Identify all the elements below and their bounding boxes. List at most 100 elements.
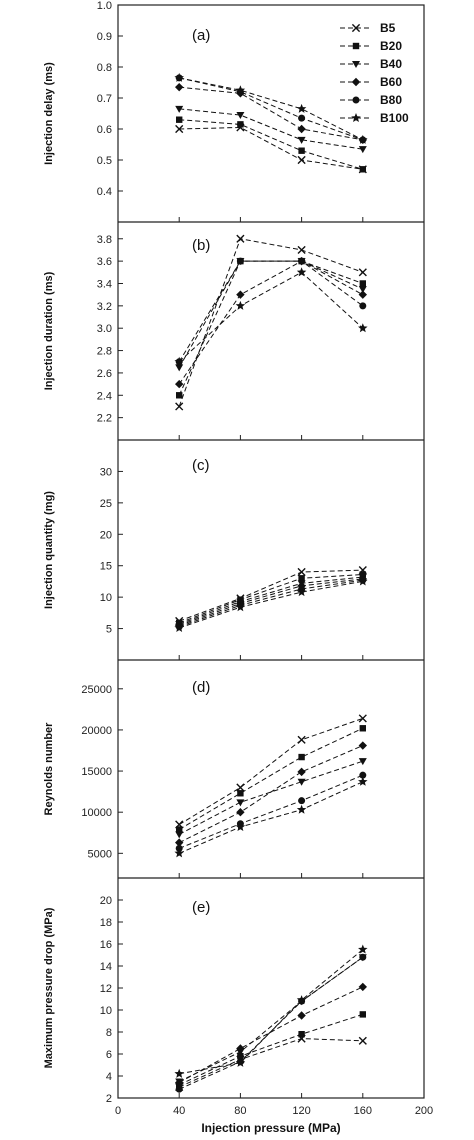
series-b5 <box>175 123 367 174</box>
data-point <box>358 758 367 766</box>
series-line <box>178 760 363 835</box>
y-tick-label: 12 <box>100 983 112 995</box>
series-line <box>178 986 364 1084</box>
series-line <box>179 86 363 141</box>
legend-marker <box>352 61 360 68</box>
data-point <box>359 1011 366 1018</box>
legend-marker <box>352 42 360 50</box>
data-point <box>236 257 244 265</box>
legend-label: B100 <box>380 111 409 125</box>
y-axis-label: Reynolds number <box>43 722 55 816</box>
legend-label: B40 <box>380 57 402 71</box>
y-axis-label: Maximum pressure drop (MPa) <box>43 907 55 1068</box>
data-point <box>236 290 245 299</box>
data-point <box>359 771 367 779</box>
legend-label: B60 <box>380 75 402 89</box>
data-point <box>358 1036 367 1045</box>
data-point <box>358 286 367 294</box>
x-tick-label: 200 <box>415 1105 433 1117</box>
data-point <box>235 300 246 310</box>
panel-c: 5 10 15 20 25 30 Injection quantity (mg) (c) <box>43 457 424 661</box>
series-b40 <box>175 758 367 839</box>
data-point <box>175 402 184 411</box>
y-tick-label: 3.8 <box>97 234 112 246</box>
data-point <box>174 1068 184 1078</box>
y-tick-label: 3.4 <box>97 278 112 290</box>
data-point <box>296 804 307 814</box>
series-line <box>178 260 363 396</box>
y-tick-label: 2.2 <box>97 413 112 425</box>
series-b100 <box>174 944 368 1078</box>
data-point <box>175 82 184 92</box>
data-point <box>235 602 246 612</box>
panel-e: 2 4 6 8 10 12 14 16 18 20 Maximum pressure drop (M… <box>43 895 433 1135</box>
data-point <box>235 1057 246 1067</box>
legend-marker <box>352 96 360 104</box>
series-line <box>178 271 364 363</box>
data-point <box>358 576 368 586</box>
data-point <box>174 356 184 366</box>
data-point <box>175 105 184 113</box>
series-b80 <box>175 257 367 366</box>
y-tick-label: 25000 <box>81 684 112 696</box>
series-b20 <box>176 257 366 399</box>
series-line <box>179 77 364 141</box>
data-point <box>297 136 306 144</box>
data-point <box>175 364 184 372</box>
y-tick-label: 30 <box>100 466 112 478</box>
data-point <box>296 995 307 1005</box>
data-point <box>358 741 367 750</box>
y-tick-label: 0.5 <box>97 155 112 167</box>
series-b60 <box>175 82 367 145</box>
data-point <box>175 838 184 847</box>
panel-d: 5000 10000 15000 20000 25000 Reynolds number (… <box>43 679 424 879</box>
y-tick-label: 2.8 <box>97 346 112 358</box>
series-line <box>179 781 364 854</box>
data-point <box>298 114 306 122</box>
data-point <box>236 783 245 792</box>
series-b100 <box>174 776 368 858</box>
data-point <box>237 1053 244 1060</box>
y-tick-label: 10 <box>100 1005 112 1017</box>
y-tick-label: 2.6 <box>97 368 112 380</box>
series-line <box>178 260 364 368</box>
series-line <box>179 77 363 141</box>
series-b100 <box>174 267 368 366</box>
data-point <box>175 1078 184 1087</box>
data-point <box>359 302 367 310</box>
data-point <box>358 290 367 299</box>
y-tick-label: 20 <box>100 529 112 541</box>
data-point <box>174 622 184 632</box>
series-b80 <box>175 771 367 852</box>
series-line <box>179 126 363 170</box>
legend-marker <box>351 77 361 87</box>
series-line <box>179 579 363 628</box>
y-axis-label: Injection duration (ms) <box>43 271 55 390</box>
y-tick-label: 15000 <box>81 766 112 778</box>
series-b60 <box>175 982 367 1087</box>
series-line <box>178 1013 363 1086</box>
legend-label: B20 <box>380 39 402 53</box>
y-axis-label: Injection quantity (mg) <box>43 491 55 609</box>
panel-b: 2.2 2.4 2.6 2.8 3.0 3.2 3.4 3.6 3.8 Injection dur… <box>43 234 424 441</box>
y-tick-label: 0.9 <box>97 31 112 43</box>
y-tick-label: 1.0 <box>97 0 112 12</box>
data-point <box>236 807 245 817</box>
data-point <box>174 72 184 82</box>
data-point <box>235 85 246 95</box>
series-b5 <box>175 714 367 829</box>
y-tick-label: 20000 <box>81 725 112 737</box>
series-line <box>178 956 364 1082</box>
series-line <box>178 956 364 1090</box>
series-b80 <box>175 953 367 1093</box>
series-b5 <box>175 1034 367 1092</box>
data-point <box>358 268 367 277</box>
y-tick-label: 18 <box>100 917 112 929</box>
series-line <box>179 576 363 625</box>
data-point <box>358 982 367 992</box>
data-point <box>176 826 183 833</box>
data-point <box>237 790 244 797</box>
y-tick-label: 3.6 <box>97 256 112 268</box>
y-tick-label: 25 <box>100 498 112 510</box>
data-point <box>298 147 305 154</box>
